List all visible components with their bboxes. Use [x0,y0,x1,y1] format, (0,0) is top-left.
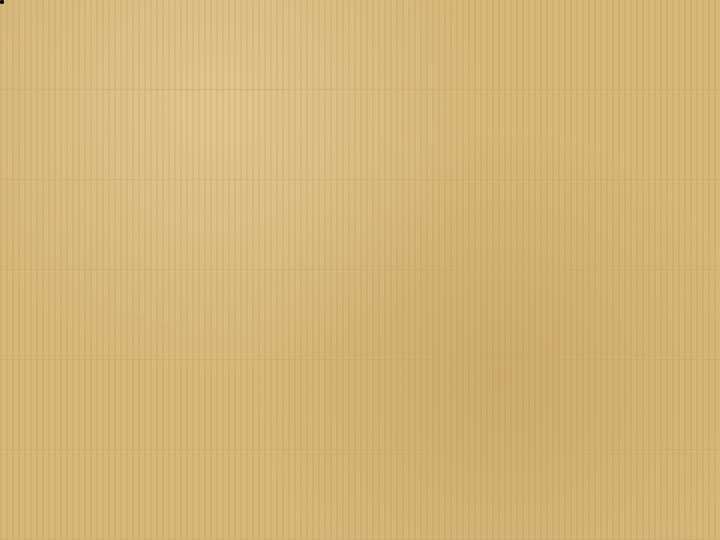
slide-content [0,0,720,540]
flow-svg [0,0,300,150]
flow-node-end [0,0,4,4]
